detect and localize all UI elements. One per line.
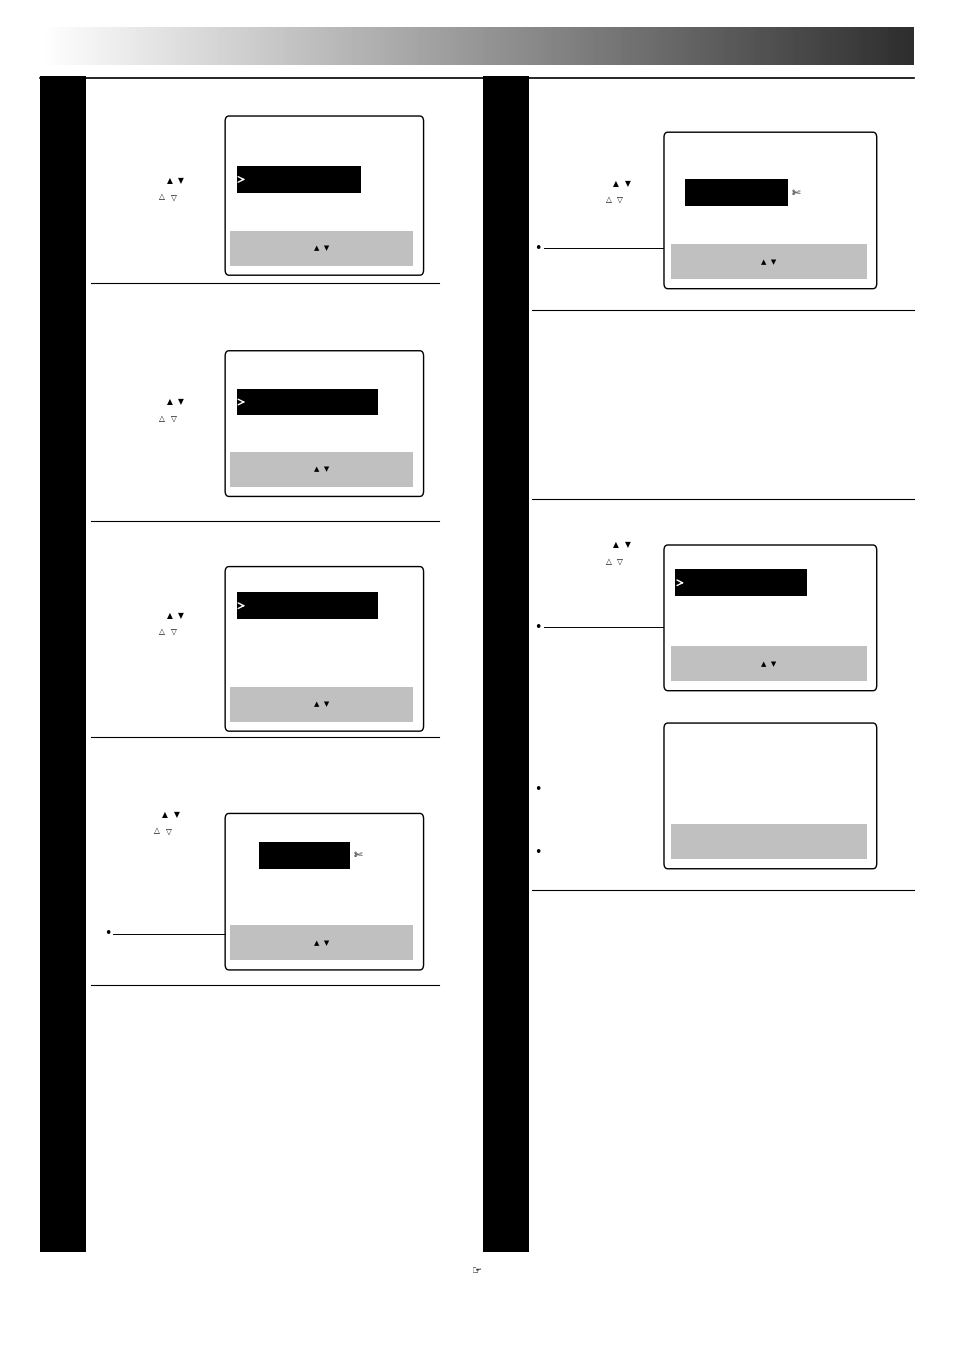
Bar bbox=[236, 166, 360, 193]
Text: △: △ bbox=[159, 414, 165, 422]
Text: ▼: ▼ bbox=[624, 179, 630, 188]
Text: ✄: ✄ bbox=[791, 188, 800, 198]
Bar bbox=[230, 231, 413, 266]
Text: •: • bbox=[534, 241, 541, 255]
Text: ▼: ▼ bbox=[173, 811, 179, 819]
Text: ✄: ✄ bbox=[354, 850, 362, 861]
Text: ▲  ▼: ▲ ▼ bbox=[314, 467, 329, 472]
Text: △: △ bbox=[605, 557, 611, 565]
Bar bbox=[230, 687, 413, 722]
Bar bbox=[675, 569, 806, 596]
Text: ▽: ▽ bbox=[166, 827, 172, 835]
FancyBboxPatch shape bbox=[225, 813, 423, 970]
Bar bbox=[670, 824, 866, 859]
FancyBboxPatch shape bbox=[225, 116, 423, 275]
Bar bbox=[236, 389, 377, 415]
Text: ☞: ☞ bbox=[472, 1265, 481, 1276]
Text: △: △ bbox=[605, 196, 611, 204]
Bar bbox=[236, 592, 377, 619]
Bar bbox=[230, 452, 413, 487]
Text: •: • bbox=[534, 846, 541, 859]
Text: ▲: ▲ bbox=[167, 177, 172, 185]
Text: ▼: ▼ bbox=[178, 398, 184, 406]
Bar bbox=[670, 244, 866, 279]
Text: ▼: ▼ bbox=[178, 177, 184, 185]
Text: ▽: ▽ bbox=[171, 627, 176, 635]
FancyBboxPatch shape bbox=[663, 545, 876, 691]
Text: •: • bbox=[104, 927, 112, 940]
Bar bbox=[670, 646, 866, 681]
Text: ▽: ▽ bbox=[617, 557, 622, 565]
Text: ▲: ▲ bbox=[167, 398, 172, 406]
FancyBboxPatch shape bbox=[663, 723, 876, 869]
Text: ▽: ▽ bbox=[171, 193, 176, 201]
Text: △: △ bbox=[159, 193, 165, 201]
Text: ▲  ▼: ▲ ▼ bbox=[760, 259, 776, 264]
FancyBboxPatch shape bbox=[663, 132, 876, 289]
Text: △: △ bbox=[159, 627, 165, 635]
Bar bbox=[230, 925, 413, 960]
Text: •: • bbox=[534, 621, 541, 634]
Text: ▽: ▽ bbox=[617, 196, 622, 204]
Text: ▲: ▲ bbox=[613, 179, 618, 188]
Text: ▲  ▼: ▲ ▼ bbox=[314, 940, 329, 946]
Bar bbox=[482, 76, 528, 1252]
FancyBboxPatch shape bbox=[225, 351, 423, 496]
Text: ▽: ▽ bbox=[171, 414, 176, 422]
Bar bbox=[259, 842, 350, 869]
Text: ▼: ▼ bbox=[178, 611, 184, 619]
Bar bbox=[40, 76, 86, 1252]
Text: △: △ bbox=[154, 827, 160, 835]
Bar bbox=[684, 179, 787, 206]
Text: ▲: ▲ bbox=[613, 541, 618, 549]
Text: ▲  ▼: ▲ ▼ bbox=[760, 661, 776, 666]
Text: ▲: ▲ bbox=[162, 811, 168, 819]
Text: ▲  ▼: ▲ ▼ bbox=[314, 701, 329, 707]
Text: ▲  ▼: ▲ ▼ bbox=[314, 246, 329, 251]
Text: ▼: ▼ bbox=[624, 541, 630, 549]
Text: •: • bbox=[534, 782, 541, 796]
FancyBboxPatch shape bbox=[225, 567, 423, 731]
Text: ▲: ▲ bbox=[167, 611, 172, 619]
